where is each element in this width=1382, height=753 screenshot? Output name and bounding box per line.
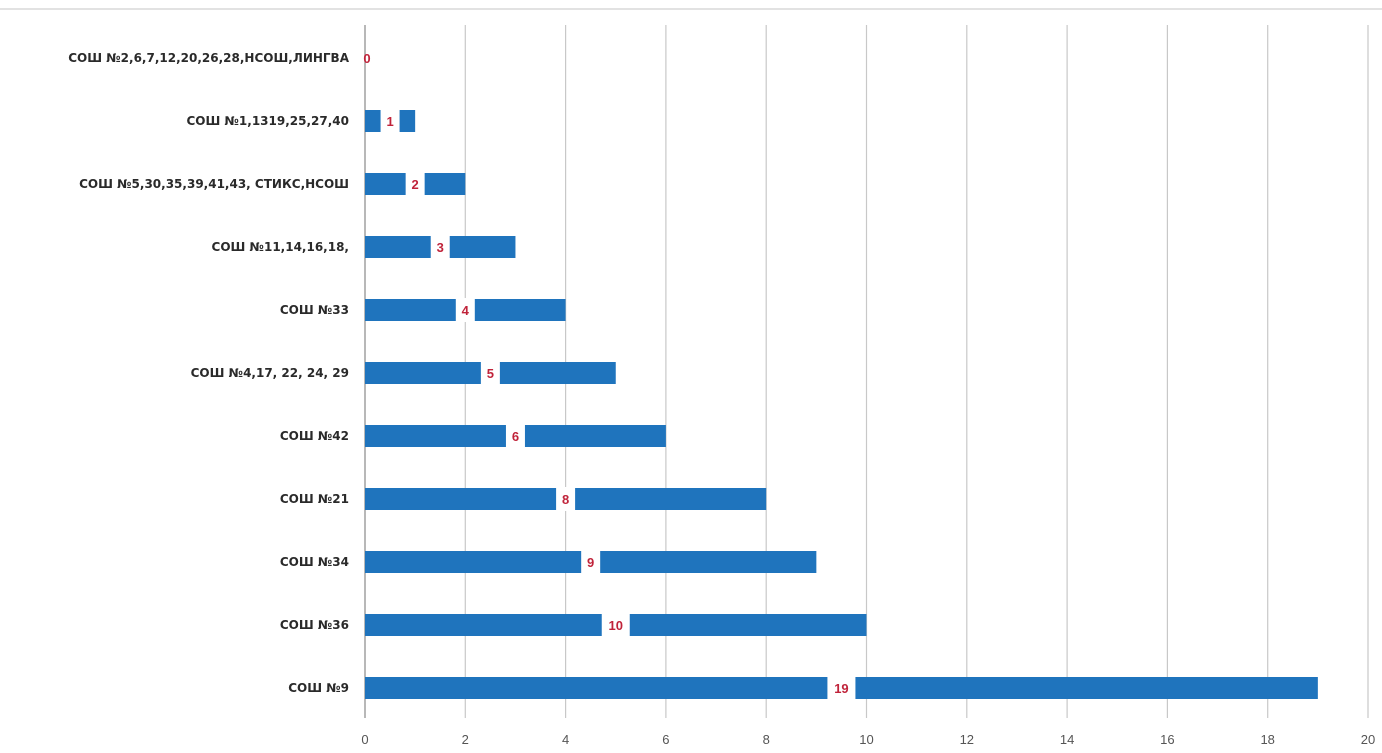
category-label: СОШ №5,30,35,39,41,43, СТИКС,НСОШ [79,177,349,191]
data-label-background [505,424,525,448]
category-label: СОШ №2,6,7,12,20,26,28,НСОШ,ЛИНГВА [68,51,349,65]
data-label-background [827,676,856,700]
data-label: 9 [587,555,594,570]
category-label: СОШ №11,14,16,18, [212,240,349,254]
category-label: СОШ №21 [280,492,349,506]
x-tick-label: 4 [562,732,569,747]
x-tick-label: 14 [1060,732,1074,747]
x-tick-label: 6 [662,732,669,747]
x-axis-ticks: 0 2 4 6 8 10 12 14 16 18 20 [361,732,1375,747]
data-label-background [455,298,475,322]
gridlines [0,8,1382,718]
x-tick-label: 2 [462,732,469,747]
category-label: СОШ №36 [280,618,349,632]
category-label: СОШ №33 [280,303,349,317]
data-label: 5 [487,366,494,381]
data-label: 2 [412,177,419,192]
category-label: СОШ №4,17, 22, 24, 29 [191,366,349,380]
data-label: 8 [562,492,569,507]
bars [365,110,1318,699]
x-tick-label: 10 [859,732,873,747]
x-tick-label: 8 [763,732,770,747]
data-label: 19 [834,681,848,696]
x-tick-label: 18 [1260,732,1274,747]
data-label: 6 [512,429,519,444]
x-tick-label: 16 [1160,732,1174,747]
x-tick-label: 12 [960,732,974,747]
data-labels: 0 1 2 3 4 5 6 8 9 10 19 [363,51,856,700]
data-label-background [581,550,601,574]
data-label: 1 [386,114,393,129]
category-label: СОШ №42 [280,429,349,443]
category-label: СОШ №1,1319,25,27,40 [186,114,349,128]
data-label-background [430,235,450,259]
data-label-background [556,487,576,511]
data-label-background [601,613,630,637]
category-label: СОШ №9 [288,681,349,695]
data-label: 4 [462,303,470,318]
data-label: 0 [363,51,370,66]
data-label: 10 [609,618,623,633]
data-label: 3 [437,240,444,255]
data-label-background [405,172,425,196]
data-label-background [380,109,400,133]
x-tick-label: 20 [1361,732,1375,747]
x-tick-label: 0 [361,732,368,747]
category-labels: СОШ №2,6,7,12,20,26,28,НСОШ,ЛИНГВА СОШ №1… [68,51,349,695]
category-label: СОШ №34 [280,555,349,569]
data-label-background [480,361,500,385]
